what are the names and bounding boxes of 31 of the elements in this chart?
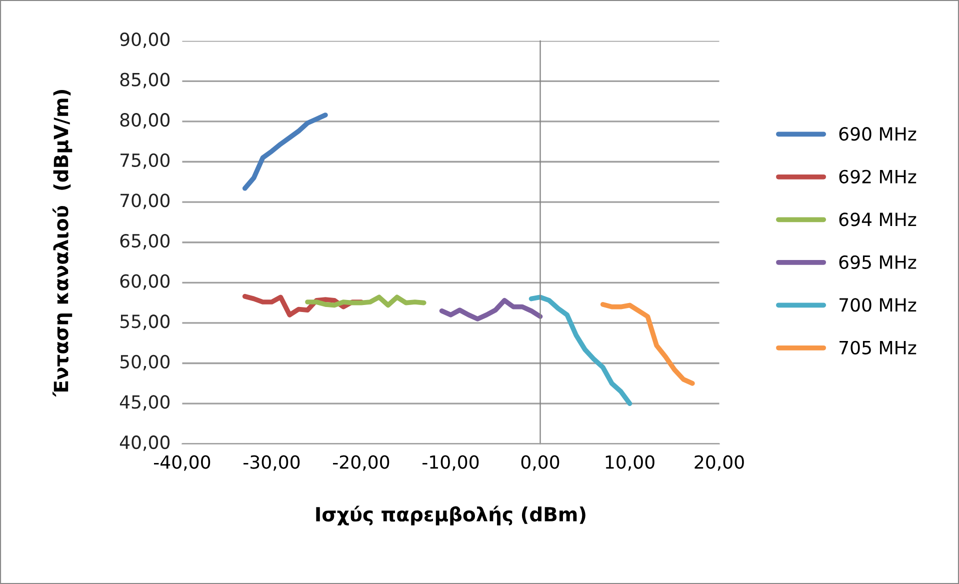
y-tick-label: 70,00 bbox=[120, 194, 170, 210]
y-tick-label: 65,00 bbox=[120, 234, 170, 250]
y-tick-label: 40,00 bbox=[120, 435, 170, 451]
y-axis-title: Ένταση καναλιού (dBμV/m) bbox=[52, 90, 72, 397]
legend-label: 692 MHz bbox=[839, 170, 916, 184]
y-tick-label: 90,00 bbox=[120, 32, 170, 48]
y-tick-label: 60,00 bbox=[120, 274, 170, 290]
y-tick-label: 85,00 bbox=[120, 72, 170, 88]
line-series bbox=[600, 302, 695, 386]
x-tick-label: -10,00 bbox=[422, 455, 479, 471]
legend-label: 705 MHz bbox=[840, 340, 916, 354]
x-tick-label: 20,00 bbox=[694, 455, 744, 471]
legend-label: 695 MHz bbox=[839, 255, 916, 269]
line-series bbox=[305, 294, 426, 308]
x-tick-label: -30,00 bbox=[244, 455, 300, 471]
y-tick-label: 50,00 bbox=[120, 354, 170, 370]
line-series bbox=[242, 112, 328, 191]
y-tick-label: 45,00 bbox=[120, 395, 170, 411]
x-tick-label: 10,00 bbox=[606, 455, 654, 471]
legend-label: 690 MHz bbox=[839, 127, 916, 141]
line-series bbox=[439, 298, 543, 322]
x-tick-label: 0,00 bbox=[521, 455, 560, 471]
x-tick-label: -40,00 bbox=[154, 455, 210, 471]
y-tick-label: 55,00 bbox=[120, 314, 170, 330]
x-tick-label: -20,00 bbox=[333, 455, 390, 471]
legend-label: 694 MHz bbox=[839, 212, 916, 226]
x-axis-title: Ισχύς παρεμβολής (dBm) bbox=[316, 506, 586, 526]
y-tick-label: 80,00 bbox=[120, 113, 170, 129]
y-tick-label: 75,00 bbox=[120, 153, 170, 169]
line-series bbox=[528, 294, 632, 406]
legend-label: 700 MHz bbox=[840, 298, 916, 312]
